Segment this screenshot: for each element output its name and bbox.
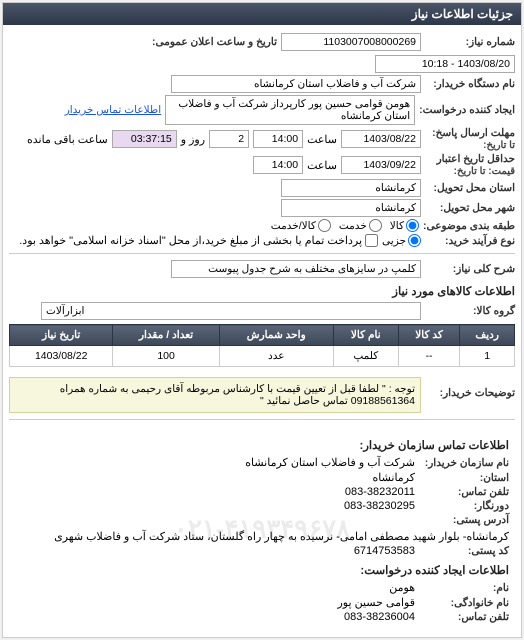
radio-small-label[interactable]: جزیی	[382, 234, 421, 247]
pub-date-label: تاریخ و ساعت اعلان عمومی:	[152, 36, 277, 48]
delivery-city-label: شهر محل تحویل:	[425, 202, 515, 214]
phone-label: تلفن تماس:	[419, 486, 509, 498]
note-box: توجه : " لطفا قبل از تعیین قیمت با کارشن…	[9, 377, 421, 413]
panel-header: جزئیات اطلاعات نیاز	[3, 3, 521, 25]
radio-goods-label[interactable]: کالا	[390, 219, 419, 232]
td-qty: 100	[113, 346, 219, 367]
classification-label: طبقه بندی موضوعی:	[423, 220, 515, 232]
need-no-label: شماره نیاز:	[425, 36, 515, 48]
th-code: کد کالا	[398, 325, 460, 346]
creator-field: هومن قوامی حسین پور کارپرداز شرکت آب و ف…	[165, 95, 415, 125]
contact-section-title: اطلاعات تماس سازمان خریدار:	[15, 438, 509, 452]
purchase-note-label[interactable]: پرداخت تمام یا بخشی از مبلغ خرید،از محل …	[19, 234, 378, 247]
td-row: 1	[460, 346, 515, 367]
radio-service-label[interactable]: خدمت	[339, 219, 382, 232]
table-row: 1 -- کلمپ عدد 100 1403/08/22	[10, 346, 515, 367]
th-date: تاریخ نیاز	[10, 325, 113, 346]
phone2-label: تلفن تماس:	[419, 611, 509, 623]
panel-body: شماره نیاز: 1103007008000269 تاریخ و ساع…	[3, 25, 521, 637]
group-field: ابزارآلات	[41, 302, 421, 320]
province-value: کرمانشاه	[372, 471, 415, 484]
address-label: آدرس پستی:	[419, 514, 509, 526]
org-value: شرکت آب و فاضلاب استان کرمانشاه	[245, 456, 415, 469]
deadline-date-field: 1403/08/22	[341, 130, 421, 148]
validity-label: حداقل تاریخ اعتبارقیمت: تا تاریخ:	[425, 153, 515, 177]
org-label: نام سازمان خریدار:	[419, 457, 509, 469]
details-panel: جزئیات اطلاعات نیاز شماره نیاز: 11030070…	[2, 2, 522, 638]
need-no-field: 1103007008000269	[281, 33, 421, 51]
purchase-note-checkbox[interactable]	[365, 234, 378, 247]
delivery-city-field: کرمانشاه	[281, 199, 421, 217]
phone-value: 083-38232011	[345, 486, 415, 498]
name-value: هومن	[389, 581, 415, 594]
td-code: --	[398, 346, 460, 367]
group-label: گروه کالا:	[425, 305, 515, 317]
buyer-device-label: نام دستگاه خریدار:	[425, 78, 515, 90]
td-date: 1403/08/22	[10, 346, 113, 367]
province-label: استان:	[419, 472, 509, 484]
th-name: نام کالا	[333, 325, 398, 346]
delivery-province-label: استان محل تحویل:	[425, 182, 515, 194]
radio-both-label[interactable]: کالا/خدمت	[271, 219, 331, 232]
items-section-title: اطلاعات کالاهای مورد نیاز	[9, 284, 515, 298]
time-label-1: ساعت	[307, 133, 337, 146]
postal-label: کد پستی:	[419, 545, 509, 557]
td-unit: عدد	[219, 346, 333, 367]
postal-value: 6714753583	[354, 545, 415, 557]
validity-time-field: 14:00	[253, 156, 303, 174]
contact-section: ۰۲۱-۴۱۹۳۴۹۶۷۸ اطلاعات تماس سازمان خریدار…	[9, 426, 515, 631]
pub-date-field: 1403/08/20 - 10:18	[375, 55, 515, 73]
need-desc-field: کلمپ در سایزهای مختلف به شرح جدول پیوست	[171, 260, 421, 278]
name-label: نام:	[419, 582, 509, 594]
phone2-value: 083-38236004	[344, 611, 415, 623]
purchase-type-label: نوع فرآیند خرید:	[425, 235, 515, 247]
address-value: کرمانشاه- بلوار شهید مصطفی امامی- نرسیده…	[54, 530, 509, 543]
days-remaining-field: 2	[209, 130, 249, 148]
items-table: ردیف کد کالا نام کالا واحد شمارش تعداد /…	[9, 324, 515, 367]
fax-label: دورنگار:	[419, 500, 509, 512]
validity-date-field: 1403/09/22	[341, 156, 421, 174]
classification-radios: کالا خدمت کالا/خدمت	[271, 219, 419, 232]
th-qty: تعداد / مقدار	[113, 325, 219, 346]
deadline-label: مهلت ارسال پاسخ:تا تاریخ:	[425, 127, 515, 151]
creator-label: ایجاد کننده درخواست:	[419, 104, 515, 116]
buyer-device-field: شرکت آب و فاضلاب استان کرمانشاه	[171, 75, 421, 93]
note-label: توضیحات خریدار:	[425, 387, 515, 399]
creator-section-title: اطلاعات ایجاد کننده درخواست:	[15, 563, 509, 577]
th-row: ردیف	[460, 325, 515, 346]
remaining-label: ساعت باقی مانده	[27, 133, 108, 146]
purchase-type-radios: جزیی	[382, 234, 421, 247]
contact-link[interactable]: اطلاعات تماس خریدار	[65, 104, 161, 116]
surname-value: قوامی حسین پور	[337, 596, 415, 609]
delivery-province-field: کرمانشاه	[281, 179, 421, 197]
th-unit: واحد شمارش	[219, 325, 333, 346]
td-name: کلمپ	[333, 346, 398, 367]
day-label: روز و	[181, 133, 205, 146]
radio-both[interactable]	[318, 219, 331, 232]
radio-small[interactable]	[408, 234, 421, 247]
surname-label: نام خانوادگی:	[419, 597, 509, 609]
time-remaining-field: 03:37:15	[112, 130, 177, 148]
need-desc-label: شرح کلی نیاز:	[425, 263, 515, 275]
fax-value: 083-38230295	[344, 500, 415, 512]
radio-service[interactable]	[369, 219, 382, 232]
time-label-2: ساعت	[307, 159, 337, 172]
radio-goods[interactable]	[406, 219, 419, 232]
table-header-row: ردیف کد کالا نام کالا واحد شمارش تعداد /…	[10, 325, 515, 346]
deadline-time-field: 14:00	[253, 130, 303, 148]
